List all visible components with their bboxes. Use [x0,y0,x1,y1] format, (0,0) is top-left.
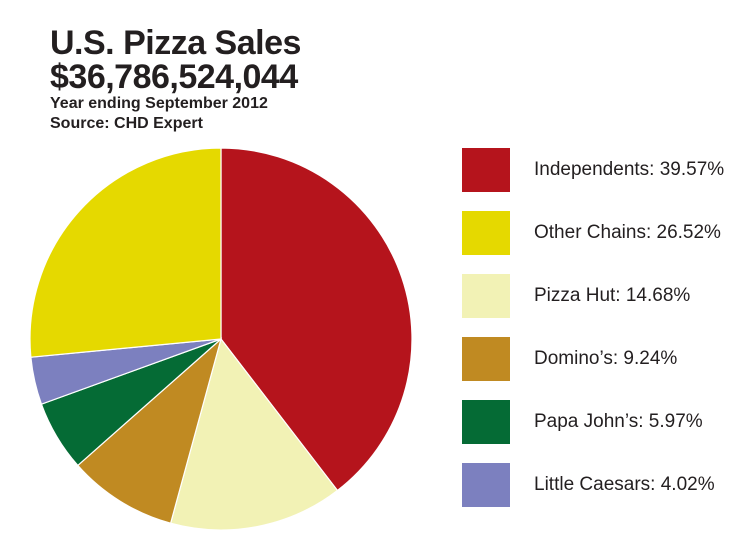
pie-slice-pizza-hut [169,337,339,531]
legend-label-other-chains: Other Chains: 26.52% [534,222,721,243]
chart-subtitle: $36,786,524,044 [50,58,298,96]
chart-header: U.S. Pizza Sales $36,786,524,044 Year en… [50,26,301,134]
legend-swatch-pizza-hut [462,274,510,318]
chart-period-note: Year ending September 2012 [50,95,268,112]
legend-swatch-other-chains [462,211,510,255]
legend-label-pizza-hut: Pizza Hut: 14.68% [534,285,691,306]
legend-label-little-caesars: Little Caesars: 4.02% [534,474,715,495]
pie-slice-domino-s [76,337,223,524]
pie-slice-independents [220,147,413,492]
chart-source-note: Source: CHD Expert [50,115,203,132]
legend-label-dominos: Domino’s: 9.24% [534,348,678,369]
legend-swatch-independents [462,148,510,192]
legend-swatch-dominos [462,337,510,381]
legend-swatch-papa-johns [462,400,510,444]
chart-title: U.S. Pizza Sales [50,24,301,62]
legend-label-independents: Independents: 39.57% [534,159,725,180]
pie-slice-other-chains [29,147,222,358]
legend-swatch-little-caesars [462,463,510,507]
legend-label-papa-johns: Papa John’s: 5.97% [534,411,703,432]
